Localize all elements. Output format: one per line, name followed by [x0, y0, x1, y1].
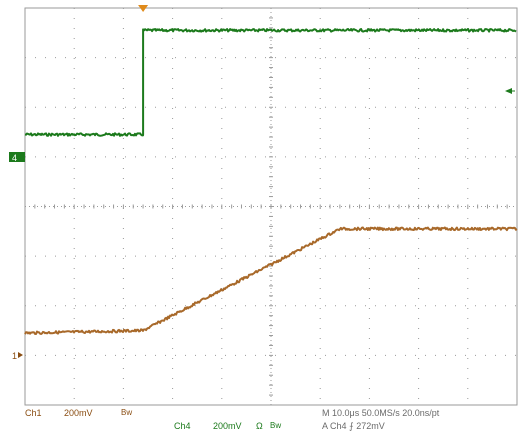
ch1-scale: 200mV: [64, 408, 93, 418]
ch1-bandwidth-limit: Bw: [121, 408, 133, 417]
ch4-label: Ch4: [174, 421, 191, 431]
trigger-level-arrow: [505, 88, 512, 94]
ch4-termination: Ω: [256, 421, 263, 431]
trace-ch4: [24, 28, 517, 137]
ch4-scale: 200mV: [213, 421, 242, 431]
trigger-position-marker: [138, 5, 149, 12]
ch4-ground-label: 4: [12, 153, 17, 163]
ch1-ground-label: 1: [12, 351, 17, 361]
ch4-ground-marker: [9, 152, 25, 162]
ch1-ground-arrow: [18, 352, 23, 358]
timebase-readout: M 10.0μs 50.0MS/s 20.0ns/pt: [322, 408, 440, 418]
markers: 41: [9, 5, 515, 361]
traces: [24, 28, 518, 335]
ch1-label: Ch1: [25, 408, 42, 418]
trace-ch1: [24, 226, 518, 335]
ch4-bandwidth-limit: Bw: [270, 421, 282, 430]
graticule: [24, 7, 518, 406]
trigger-readout: A Ch4 ⨍ 272mV: [322, 421, 385, 431]
